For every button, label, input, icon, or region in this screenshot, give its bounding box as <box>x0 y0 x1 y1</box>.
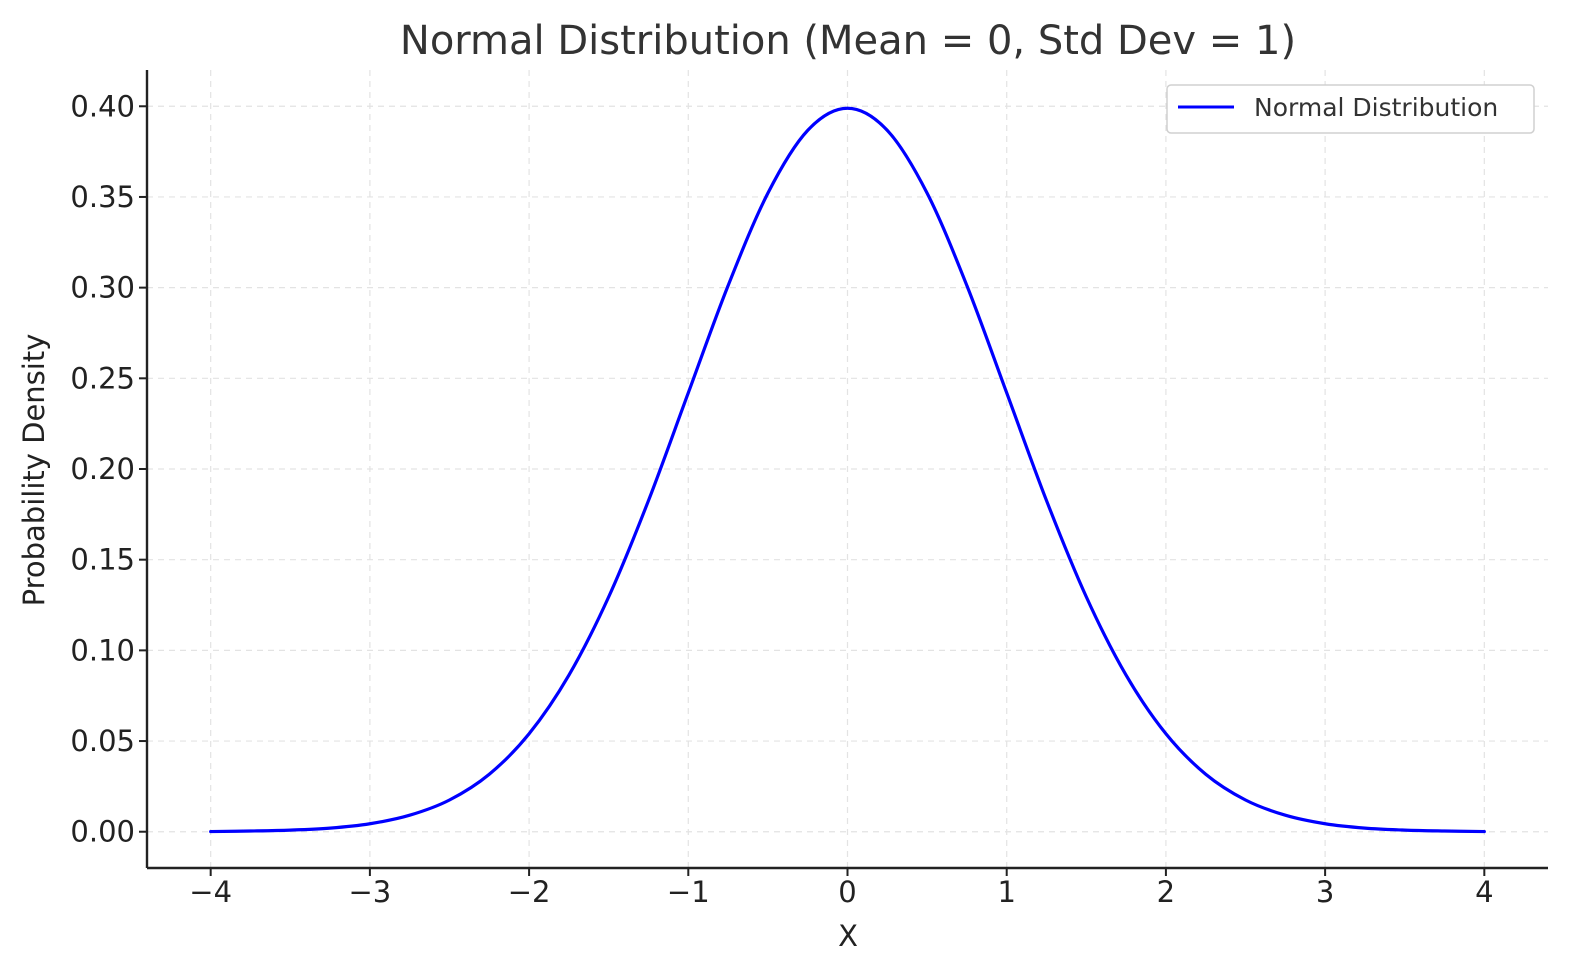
y-tick-label: 0.35 <box>70 180 135 214</box>
legend: Normal Distribution <box>1166 84 1535 134</box>
y-tick-label: 0.05 <box>70 724 135 758</box>
x-tick-label: −1 <box>667 875 710 909</box>
x-tick-label: 2 <box>1157 875 1175 909</box>
y-tick-label: 0.10 <box>70 633 135 667</box>
y-tick-label: 0.25 <box>70 361 135 395</box>
x-tick-label: 3 <box>1316 875 1334 909</box>
legend-box <box>1166 84 1535 134</box>
x-axis-ticks: −4 −3 −2 −1 0 1 2 3 4 <box>189 868 1494 909</box>
x-tick-label: 1 <box>997 875 1015 909</box>
y-tick-label: 0.30 <box>70 271 135 305</box>
y-tick-label: 0.40 <box>70 89 135 123</box>
legend-label: Normal Distribution <box>1254 93 1498 122</box>
series-line <box>209 106 1486 834</box>
y-axis-label: Probability Density <box>17 334 51 607</box>
y-tick-label: 0.20 <box>70 452 135 486</box>
y-tick-label: 0.00 <box>70 815 135 849</box>
y-tick-label: 0.15 <box>70 543 135 577</box>
x-tick-label: 4 <box>1475 875 1493 909</box>
x-tick-label: 0 <box>838 875 856 909</box>
y-axis-ticks: 0.00 0.05 0.10 0.15 0.20 0.25 0.30 0.35 0.40 <box>70 89 147 849</box>
x-axis-label: X <box>838 919 858 953</box>
x-tick-label: −2 <box>508 875 551 909</box>
x-tick-label: −4 <box>189 875 232 909</box>
chart-title: Normal Distribution (Mean = 0, Std Dev =… <box>400 18 1296 64</box>
series-layer <box>209 106 1486 834</box>
grid-layer <box>147 70 1548 868</box>
x-tick-label: −3 <box>349 875 392 909</box>
